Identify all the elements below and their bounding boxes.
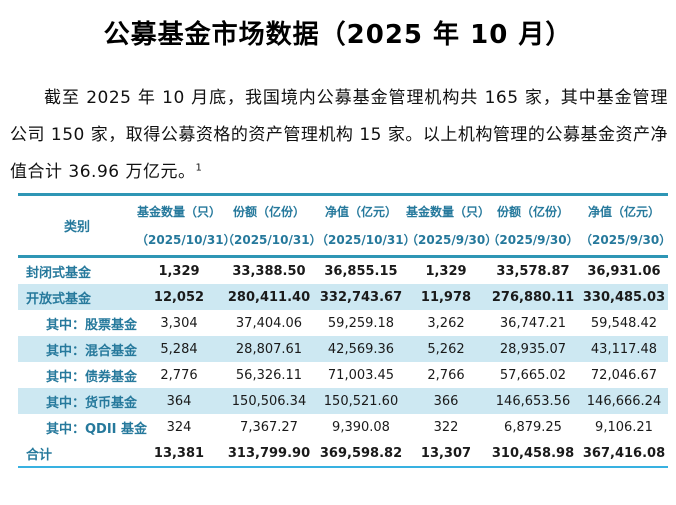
cell-value: 313,799.90 [222, 440, 316, 468]
cell-value: 150,521.60 [323, 393, 399, 409]
column-header: 基金数量（只） （2025/10/31） [136, 194, 236, 258]
cell-value: 5,284 [160, 341, 198, 357]
cell-value: 366 [433, 393, 459, 409]
cell-value: 28,807.61 [235, 341, 303, 357]
column-header: 基金数量（只） （2025/9/30） [406, 194, 498, 258]
table-row: 合计 13,381 313,799.90 369,598.82 13,307 310,45… [18, 440, 668, 468]
row-label: 其中：QDII 基金 [46, 421, 148, 437]
row-label: 开放式基金 [26, 291, 92, 307]
table-header: 类别 基金数量（只） （2025/10/31） 份额（亿份） （2025/10/31）… [18, 194, 672, 258]
cell-value: 332,743.67 [319, 289, 403, 305]
cell-value: 2,766 [427, 367, 465, 383]
cell-value: 280,411.40 [227, 289, 311, 305]
footnote-reference: 1 [195, 162, 203, 174]
cell-value: 3,304 [160, 315, 198, 331]
table-row: 其中：混合基金 5,284 28,807.61 42,569.36 5,262 28,93… [18, 336, 668, 362]
cell-value: 11,978 [420, 289, 472, 305]
cell-value: 56,326.11 [235, 367, 303, 383]
column-header-line2: （2025/9/30） [406, 233, 498, 247]
fund-data-table: 类别 基金数量（只） （2025/10/31） 份额（亿份） （2025/10/31）… [18, 193, 672, 468]
cell-value: 42,569.36 [327, 341, 395, 357]
table-row: 其中：货币基金 364 150,506.34 150,521.60 366 146,653… [18, 388, 668, 414]
cell-value: 146,666.24 [586, 393, 662, 409]
cell-value: 72,046.67 [590, 367, 658, 383]
column-header-category: 类别 [18, 194, 136, 258]
cell-value: 310,458.98 [486, 440, 580, 468]
table-row: 其中：QDII 基金 324 7,367.27 9,390.08 322 6,879.25… [18, 414, 668, 440]
cell-value: 57,665.02 [499, 367, 567, 383]
cell-value: 36,931.06 [587, 263, 661, 279]
column-header-line2: （2025/10/31） [136, 233, 236, 247]
column-header: 份额（亿份） （2025/10/31） [222, 194, 322, 258]
table-row: 其中：债券基金 2,776 56,326.11 71,003.45 2,766 57,66… [18, 362, 668, 388]
cell-value: 2,776 [160, 367, 198, 383]
cell-value: 33,388.50 [232, 263, 306, 279]
cell-value: 5,262 [427, 341, 465, 357]
column-header-line2: （2025/9/30） [580, 233, 672, 247]
cell-value: 9,106.21 [595, 419, 653, 435]
intro-paragraph: 截至 2025 年 10 月底，我国境内公募基金管理机构共 165 家，其中基金… [10, 80, 668, 191]
column-header: 份额（亿份） （2025/9/30） [486, 194, 580, 258]
cell-value: 9,390.08 [332, 419, 390, 435]
document-page: 公募基金市场数据（2025 年 10 月） 截至 2025 年 10 月底，我国… [0, 18, 676, 505]
cell-value: 3,262 [427, 315, 465, 331]
column-header: 净值（亿元） （2025/9/30） [580, 194, 672, 258]
column-header-line1: 净值（亿元） [587, 205, 660, 219]
cell-value: 276,880.11 [491, 289, 575, 305]
cell-value: 59,548.42 [590, 315, 658, 331]
column-header-line1: 份额（亿份） [232, 205, 305, 219]
cell-value: 28,935.07 [499, 341, 567, 357]
cell-value: 6,879.25 [504, 419, 562, 435]
table-row: 封闭式基金 1,329 33,388.50 36,855.15 1,329 33,578.… [18, 257, 668, 285]
cell-value: 36,855.15 [324, 263, 398, 279]
column-header-line2: （2025/10/31） [222, 233, 322, 247]
cell-value: 369,598.82 [316, 440, 406, 468]
column-header-line1: 份额（亿份） [496, 205, 569, 219]
row-label: 其中：货币基金 [46, 395, 138, 411]
intro-paragraph-text: 截至 2025 年 10 月底，我国境内公募基金管理机构共 165 家，其中基金… [10, 88, 668, 182]
row-label: 合计 [18, 440, 136, 468]
page-title: 公募基金市场数据（2025 年 10 月） [103, 20, 573, 50]
table-row: 开放式基金 12,052 280,411.40 332,743.67 11,978 276… [18, 284, 668, 310]
column-header: 净值（亿元） （2025/10/31） [316, 194, 416, 258]
row-label: 其中：股票基金 [46, 317, 138, 333]
row-label: 其中：混合基金 [46, 343, 138, 359]
cell-value: 322 [433, 419, 459, 435]
column-header-line2: （2025/10/31） [316, 233, 416, 247]
cell-value: 1,329 [158, 263, 200, 279]
table-body: 封闭式基金 1,329 33,388.50 36,855.15 1,329 33,578.… [18, 257, 668, 468]
row-label: 封闭式基金 [26, 265, 92, 281]
cell-value: 7,367.27 [240, 419, 298, 435]
column-header-line1: 基金数量（只） [136, 205, 221, 219]
cell-value: 330,485.03 [582, 289, 666, 305]
cell-value: 13,381 [136, 440, 222, 468]
table-row: 其中：股票基金 3,304 37,404.06 59,259.18 3,262 36,74… [18, 310, 668, 336]
cell-value: 43,117.48 [590, 341, 658, 357]
row-label: 其中：债券基金 [46, 369, 138, 385]
column-header-line2: （2025/9/30） [487, 233, 579, 247]
cell-value: 37,404.06 [235, 315, 303, 331]
column-header-line1: 净值（亿元） [324, 205, 397, 219]
column-header-line1: 基金数量（只） [406, 205, 491, 219]
cell-value: 59,259.18 [327, 315, 395, 331]
cell-value: 71,003.45 [327, 367, 395, 383]
cell-value: 364 [166, 393, 192, 409]
cell-value: 324 [166, 419, 192, 435]
cell-value: 1,329 [425, 263, 467, 279]
cell-value: 36,747.21 [499, 315, 567, 331]
cell-value: 13,307 [406, 440, 486, 468]
cell-value: 12,052 [153, 289, 205, 305]
table-header-row: 类别 基金数量（只） （2025/10/31） 份额（亿份） （2025/10/31）… [18, 194, 672, 258]
cell-value: 367,416.08 [580, 440, 668, 468]
cell-value: 150,506.34 [231, 393, 307, 409]
cell-value: 146,653.56 [495, 393, 571, 409]
cell-value: 33,578.87 [496, 263, 570, 279]
